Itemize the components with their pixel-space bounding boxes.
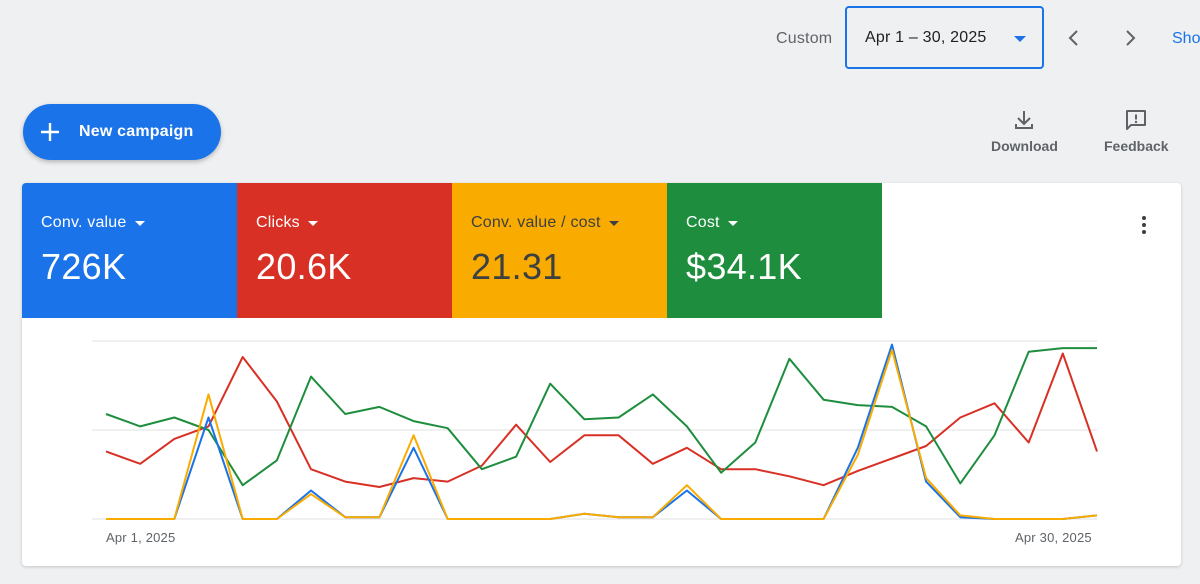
new-campaign-button[interactable]: New campaign [23, 104, 221, 160]
metric-label: Conv. value / cost [471, 214, 601, 231]
download-icon [1015, 111, 1034, 129]
metric-value: 20.6K [256, 246, 352, 287]
date-range-type-label: Custom [776, 30, 833, 47]
download-label: Download [991, 138, 1058, 154]
series-line-clicks [105, 352, 1098, 488]
metric-tile-conv-value[interactable]: Conv. value 726K [22, 183, 237, 318]
plus-icon [41, 123, 59, 141]
series-line-conv-value [106, 343, 1098, 520]
metric-value: 726K [41, 246, 127, 287]
more-options-icon[interactable] [1132, 213, 1156, 237]
next-period-button[interactable] [1114, 22, 1146, 54]
chevron-left-icon [1068, 30, 1078, 46]
caret-down-icon [608, 220, 619, 226]
caret-down-icon [727, 220, 738, 226]
metric-tile-conv-value-cost[interactable]: Conv. value / cost 21.31 [452, 183, 667, 318]
new-campaign-label: New campaign [79, 123, 194, 140]
date-range-select[interactable]: Apr 1 – 30, 2025 [845, 6, 1044, 69]
caret-down-icon [307, 220, 318, 226]
chevron-right-icon [1126, 30, 1136, 46]
x-axis-start-label: Apr 1, 2025 [106, 530, 176, 545]
metric-label: Cost [686, 214, 720, 231]
x-axis-end-label: Apr 30, 2025 [1015, 530, 1092, 545]
series-line-cost [105, 347, 1097, 487]
chart-series [105, 343, 1098, 520]
metric-value: 21.31 [471, 246, 563, 287]
previous-period-button[interactable] [1058, 22, 1090, 54]
metric-label: Conv. value [41, 214, 127, 231]
feedback-button[interactable]: Feedback [1104, 108, 1169, 154]
caret-down-icon [1014, 36, 1026, 42]
download-button[interactable]: Download [991, 108, 1058, 154]
date-range-value: Apr 1 – 30, 2025 [865, 28, 987, 46]
metric-tile-clicks[interactable]: Clicks 20.6K [237, 183, 452, 318]
feedback-label: Feedback [1104, 138, 1169, 154]
metric-tile-cost[interactable]: Cost $34.1K [667, 183, 882, 318]
performance-line-chart [92, 340, 1098, 520]
series-line-conv-value-cost [106, 348, 1098, 520]
show-link[interactable]: Sho [1172, 30, 1200, 47]
performance-card: Conv. value 726K Clicks 20.6K Conv. valu… [22, 183, 1181, 566]
metric-value: $34.1K [686, 246, 802, 287]
caret-down-icon [134, 220, 145, 226]
metric-label: Clicks [256, 214, 300, 231]
feedback-icon [1126, 110, 1147, 130]
